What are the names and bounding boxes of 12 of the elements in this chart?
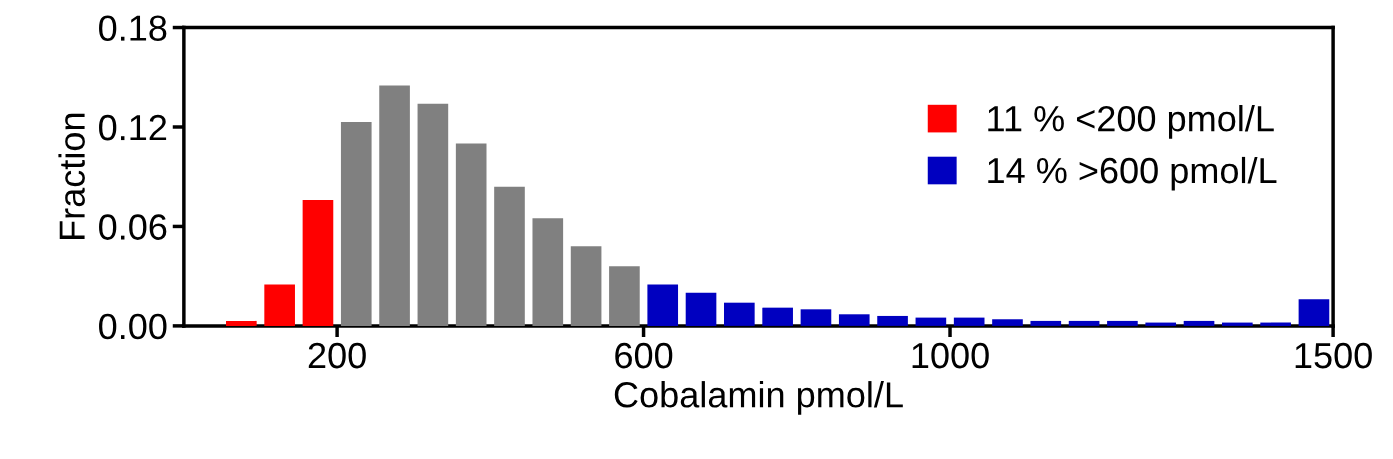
x-tick-label: 1500	[1295, 342, 1372, 369]
x-tick-label: 600	[615, 342, 673, 369]
legend-label: 11 % <200 pmol/L	[988, 104, 1274, 139]
y-tick-label: 0.12	[99, 114, 167, 141]
x-axis-title: Cobalamin pmol/L	[614, 381, 903, 415]
y-tick-label: 0.06	[99, 214, 167, 240]
x-tick-label: 200	[308, 342, 366, 369]
legend-label: 14 % >600 pmol/L	[988, 156, 1277, 191]
y-axis-title: Fraction	[58, 113, 85, 239]
x-tick-label: 1000	[912, 342, 989, 369]
y-tick-label: 0.00	[99, 313, 167, 340]
y-tick-label: 0.18	[99, 15, 167, 41]
